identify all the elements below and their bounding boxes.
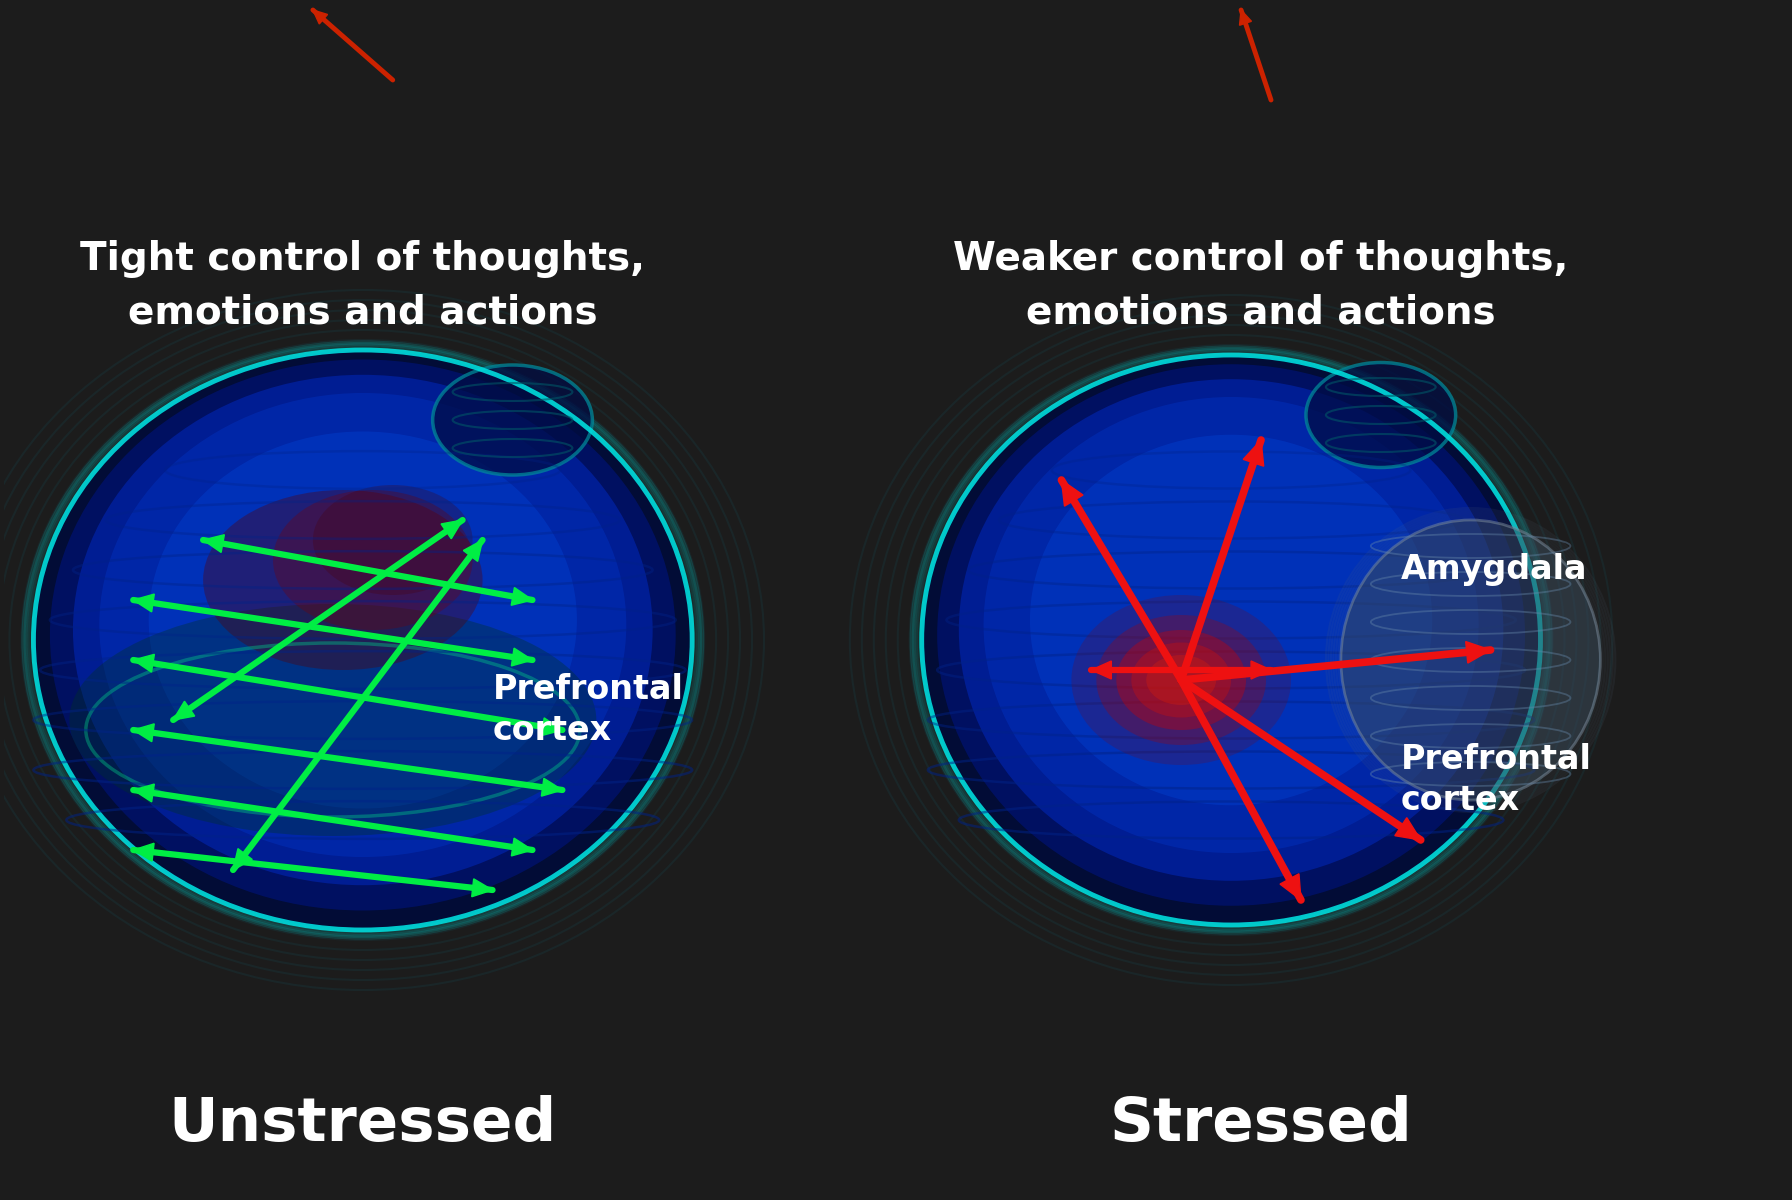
Ellipse shape — [1097, 614, 1265, 745]
Polygon shape — [202, 535, 224, 552]
Ellipse shape — [70, 604, 597, 836]
Polygon shape — [314, 10, 328, 24]
Polygon shape — [233, 848, 253, 870]
Polygon shape — [1394, 817, 1421, 840]
Ellipse shape — [1072, 595, 1290, 766]
Polygon shape — [471, 878, 493, 896]
Ellipse shape — [1116, 630, 1245, 730]
Text: Amygdala: Amygdala — [1401, 553, 1588, 587]
Ellipse shape — [73, 374, 652, 886]
Text: Prefrontal
cortex: Prefrontal cortex — [1401, 743, 1591, 817]
Polygon shape — [133, 724, 154, 742]
Polygon shape — [133, 654, 154, 672]
Ellipse shape — [1131, 642, 1231, 718]
Ellipse shape — [984, 397, 1478, 853]
Polygon shape — [1244, 440, 1263, 466]
Ellipse shape — [959, 379, 1503, 881]
Ellipse shape — [50, 360, 676, 911]
Text: Prefrontal
cortex: Prefrontal cortex — [493, 673, 683, 746]
Polygon shape — [133, 784, 154, 802]
Polygon shape — [441, 520, 462, 539]
Text: Weaker control of thoughts,
emotions and actions: Weaker control of thoughts, emotions and… — [953, 240, 1568, 331]
Ellipse shape — [432, 365, 593, 475]
Ellipse shape — [99, 392, 625, 857]
Ellipse shape — [149, 432, 577, 809]
Polygon shape — [133, 844, 154, 862]
Ellipse shape — [1147, 655, 1217, 704]
Polygon shape — [174, 701, 195, 720]
Polygon shape — [1240, 10, 1251, 25]
Text: Unstressed: Unstressed — [168, 1096, 557, 1154]
Polygon shape — [1466, 642, 1491, 664]
Polygon shape — [541, 779, 563, 796]
Ellipse shape — [1306, 362, 1455, 468]
Ellipse shape — [1030, 434, 1432, 805]
Ellipse shape — [921, 355, 1541, 925]
Polygon shape — [1279, 874, 1301, 900]
Polygon shape — [1251, 661, 1271, 679]
Text: Stressed: Stressed — [1109, 1096, 1412, 1154]
Polygon shape — [511, 648, 532, 666]
Polygon shape — [133, 594, 154, 612]
Ellipse shape — [1340, 520, 1600, 800]
Polygon shape — [541, 718, 563, 736]
Polygon shape — [1091, 661, 1111, 679]
Ellipse shape — [272, 490, 473, 630]
Polygon shape — [511, 588, 532, 605]
Ellipse shape — [34, 350, 692, 930]
Ellipse shape — [937, 365, 1525, 906]
Ellipse shape — [314, 485, 473, 595]
Polygon shape — [1061, 480, 1082, 506]
Polygon shape — [511, 838, 532, 856]
Ellipse shape — [202, 490, 482, 670]
Polygon shape — [464, 540, 482, 562]
Text: Tight control of thoughts,
emotions and actions: Tight control of thoughts, emotions and … — [81, 240, 645, 331]
